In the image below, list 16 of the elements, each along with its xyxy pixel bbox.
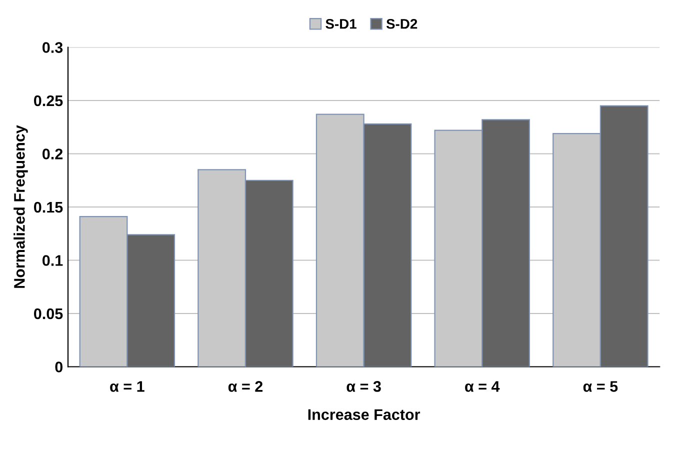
x-tick-label: α = 4 xyxy=(465,381,500,392)
y-tick-label: 0.3 xyxy=(42,42,63,53)
x-tick-label: α = 5 xyxy=(583,381,618,392)
x-tick-label: α = 1 xyxy=(110,381,144,392)
y-tick-label: 0.2 xyxy=(42,148,63,160)
y-axis-title: Normalized Frequency xyxy=(14,125,28,288)
y-tick-label: 0.25 xyxy=(34,95,63,106)
y-tick-label: 0 xyxy=(55,362,63,372)
legend-label: S-D1 xyxy=(326,18,356,29)
x-axis-title: Increase Factor xyxy=(308,409,420,420)
y-tick-label: 0.05 xyxy=(34,308,63,320)
y-tick-label: 0.1 xyxy=(42,255,63,266)
y-tick-label: 0.15 xyxy=(34,202,63,213)
legend-label: S-D2 xyxy=(386,18,418,29)
x-tick-label: α = 3 xyxy=(346,381,381,392)
x-tick-label: α = 2 xyxy=(228,381,263,392)
